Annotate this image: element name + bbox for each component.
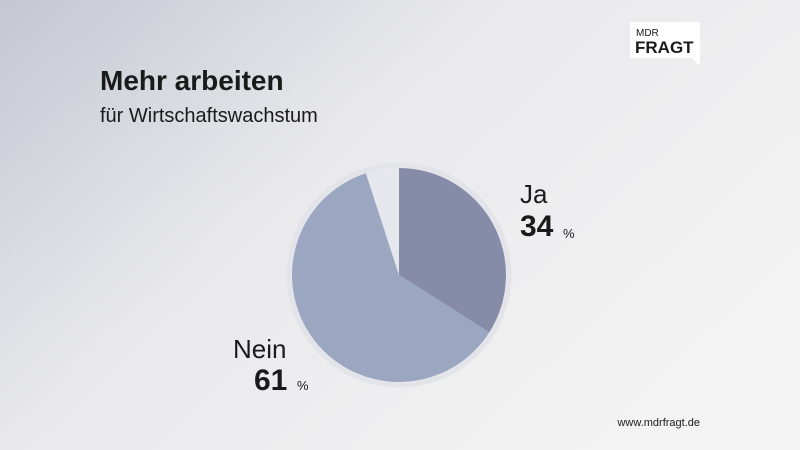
unit-label: %: [563, 226, 575, 241]
pie-slice: [291, 173, 490, 382]
logo-line1: MDR: [636, 28, 659, 39]
category-label: Nein: [233, 334, 286, 364]
unit-label: %: [297, 378, 309, 393]
logo-line2: FRAGT: [635, 38, 694, 57]
logo: MDR FRAGT: [630, 22, 700, 66]
pie-slice: [399, 168, 506, 333]
logo-box: [630, 22, 700, 66]
value-label: 61: [254, 364, 287, 397]
category-label: Ja: [520, 179, 548, 209]
value-label: 34: [520, 210, 554, 243]
chart-title: Mehr arbeiten: [100, 65, 284, 96]
footer: www.mdrfragt.de: [616, 417, 700, 429]
pie-slice: [365, 168, 399, 275]
chart-subtitle: für Wirtschaftswachstum: [100, 105, 318, 127]
pie-ring: [286, 162, 512, 388]
